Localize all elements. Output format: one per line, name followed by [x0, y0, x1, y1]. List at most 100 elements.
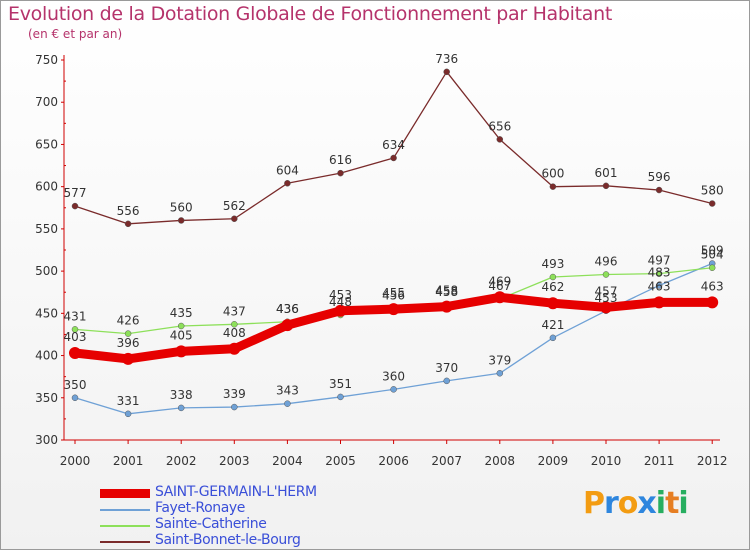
y-tick-label: 400: [35, 349, 58, 363]
data-point: [549, 183, 557, 190]
legend-swatch: [100, 509, 150, 511]
data-point: [443, 68, 450, 76]
data-point: [124, 410, 132, 418]
x-tick-label: 2000: [60, 454, 91, 468]
data-label: 458: [435, 285, 458, 299]
x-tick-label: 2009: [538, 454, 569, 468]
x-tick-label: 2006: [378, 454, 409, 468]
data-point: [390, 386, 397, 393]
x-tick-label: 2010: [591, 454, 622, 468]
data-label: 331: [117, 394, 140, 408]
legend-label: Fayet-Ronaye: [155, 500, 246, 516]
data-point: [177, 217, 185, 224]
data-label: 426: [117, 314, 140, 328]
x-tick-label: 2007: [431, 454, 462, 468]
data-point: [175, 345, 188, 358]
data-point: [71, 326, 79, 333]
data-label: 436: [276, 302, 299, 316]
brand-letter: t: [665, 486, 679, 521]
y-tick-label: 550: [35, 222, 58, 236]
data-label: 577: [64, 186, 87, 200]
legend-label: Sainte-Catherine: [155, 516, 267, 532]
x-tick-label: 2001: [113, 454, 144, 468]
data-point: [71, 202, 79, 210]
data-point: [602, 182, 610, 190]
brand-letter: i: [678, 486, 688, 521]
brand-letter: P: [583, 486, 605, 521]
data-label: 600: [541, 167, 564, 181]
chart-title: Evolution de la Dotation Globale de Fonc…: [8, 3, 613, 25]
data-point: [549, 334, 557, 342]
data-point: [122, 352, 135, 365]
data-label: 562: [223, 199, 246, 213]
x-tick-label: 2011: [644, 454, 675, 468]
data-label: 504: [701, 248, 724, 262]
data-label: 616: [329, 153, 352, 167]
y-tick-label: 650: [35, 137, 58, 151]
y-tick-label: 300: [35, 433, 58, 447]
data-label: 556: [117, 204, 140, 218]
data-label: 469: [488, 274, 511, 288]
data-label: 509: [701, 244, 724, 258]
x-tick-label: 2005: [325, 454, 356, 468]
data-label: 360: [382, 369, 405, 383]
data-point: [124, 330, 132, 337]
data-label: 437: [223, 304, 246, 318]
data-point: [390, 154, 397, 162]
data-point: [284, 180, 291, 187]
data-label: 396: [117, 336, 140, 350]
data-point: [231, 403, 238, 411]
data-label: 493: [541, 257, 564, 271]
legend-swatch: [100, 541, 150, 543]
data-label: 736: [435, 52, 458, 66]
data-point: [281, 319, 294, 332]
data-label: 351: [329, 377, 352, 391]
data-label: 580: [701, 184, 724, 198]
data-label: 456: [382, 288, 405, 302]
data-label: 370: [435, 361, 458, 375]
data-label: 483: [648, 265, 671, 279]
data-label: 560: [170, 200, 193, 214]
data-point: [337, 169, 344, 177]
data-point: [334, 304, 347, 317]
data-point: [177, 404, 185, 412]
brand-letter: x: [637, 486, 656, 521]
data-label: 634: [382, 138, 405, 152]
data-label: 656: [488, 119, 511, 133]
y-tick-label: 450: [35, 306, 58, 320]
data-label: 338: [170, 388, 193, 402]
data-label: 455: [382, 286, 405, 300]
data-point: [228, 342, 241, 355]
data-label: 462: [541, 280, 564, 294]
x-tick-label: 2012: [697, 454, 728, 468]
brand-letter: i: [655, 486, 666, 521]
data-point: [231, 321, 238, 328]
data-point: [71, 394, 79, 402]
data-label: 379: [488, 353, 511, 367]
data-point: [655, 282, 663, 289]
data-point: [708, 200, 716, 207]
data-point: [124, 220, 132, 228]
brand-logo: Proxiti: [583, 486, 689, 521]
x-tick-label: 2008: [485, 454, 516, 468]
x-tick-label: 2004: [272, 454, 303, 468]
data-point: [655, 270, 663, 277]
y-tick-label: 750: [35, 53, 58, 67]
brand-letter: r: [604, 486, 619, 521]
legend-swatch: [100, 525, 150, 527]
data-point: [546, 297, 559, 310]
data-label: 463: [648, 279, 671, 293]
data-label: 453: [329, 288, 352, 302]
data-label: 405: [170, 328, 193, 342]
data-label: 457: [595, 284, 618, 298]
data-label: 496: [595, 254, 618, 268]
data-point: [443, 377, 450, 385]
data-point: [653, 296, 666, 309]
data-label: 467: [488, 279, 511, 293]
y-tick-label: 600: [35, 180, 58, 194]
y-tick-label: 500: [35, 264, 58, 278]
data-label: 408: [223, 326, 246, 340]
legend-label: Saint-Bonnet-le-Bourg: [155, 532, 301, 548]
